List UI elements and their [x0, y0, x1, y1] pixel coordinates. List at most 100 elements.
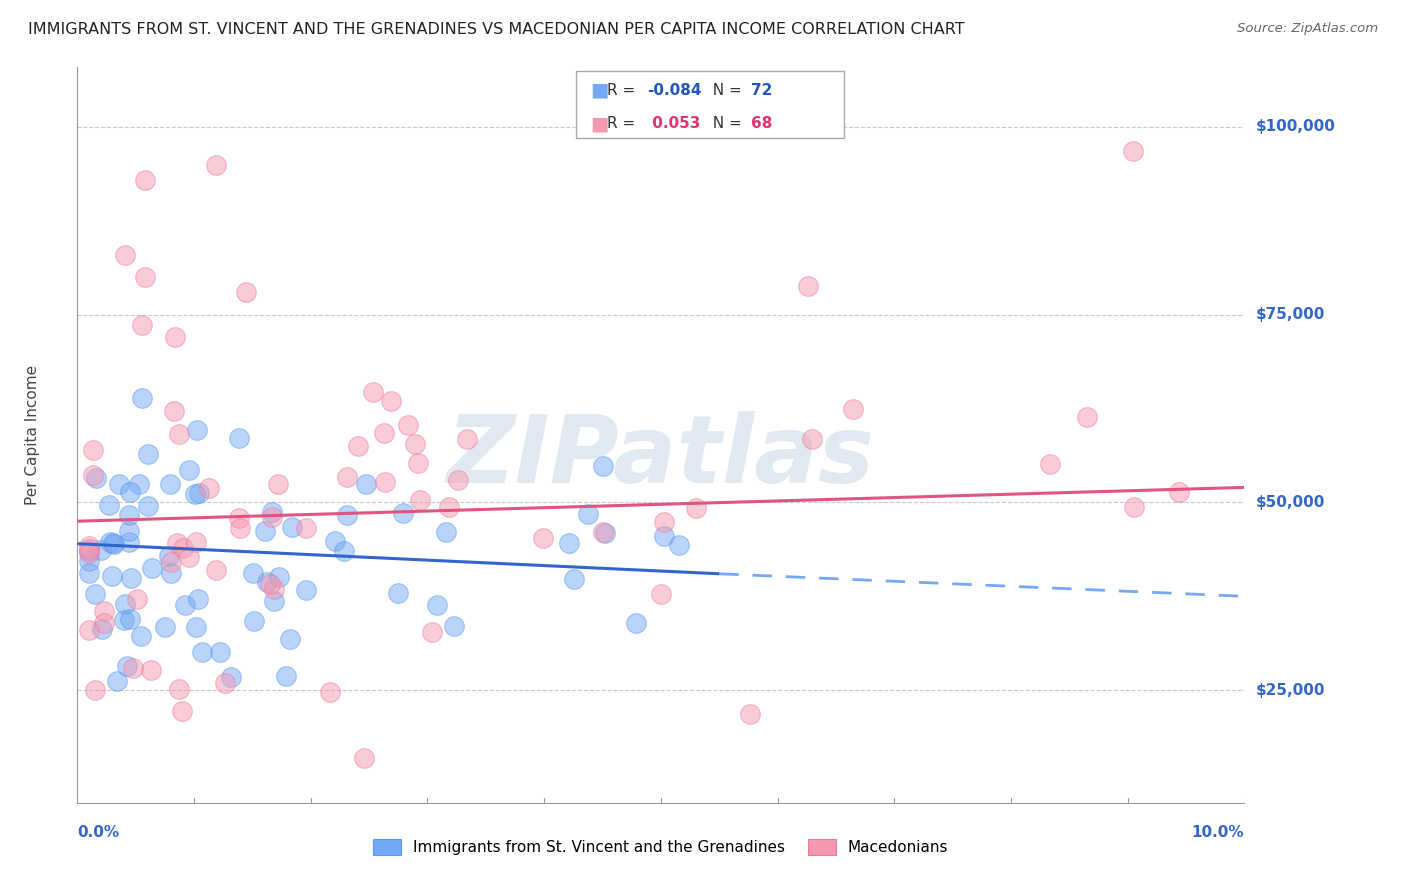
Point	[353, 750, 375, 764]
Point	[101, 569, 124, 583]
Point	[93, 604, 115, 618]
Point	[262, 509, 284, 524]
Point	[108, 477, 131, 491]
Point	[295, 521, 318, 535]
Point	[347, 440, 370, 454]
Point	[259, 576, 281, 591]
Point	[443, 619, 465, 633]
Point	[558, 536, 581, 550]
Point	[336, 508, 359, 523]
Point	[188, 485, 211, 500]
Point	[685, 501, 707, 516]
Point	[205, 157, 228, 171]
Text: ZIPatlas: ZIPatlas	[447, 411, 875, 503]
Point	[323, 533, 346, 548]
Point	[263, 582, 285, 596]
Point	[103, 536, 125, 550]
Point	[159, 476, 181, 491]
Point	[267, 569, 290, 583]
Point	[186, 423, 208, 437]
Point	[205, 563, 228, 577]
Point	[160, 566, 183, 581]
Point	[105, 674, 128, 689]
Point	[170, 704, 193, 718]
Point	[169, 426, 191, 441]
Point	[434, 524, 457, 539]
Point	[90, 623, 112, 637]
Point	[120, 484, 142, 499]
Point	[406, 456, 429, 470]
Point	[160, 555, 183, 569]
Point	[281, 520, 304, 534]
Text: 10.0%: 10.0%	[1192, 825, 1244, 840]
Point	[228, 511, 250, 525]
Point	[101, 535, 124, 549]
Point	[276, 668, 298, 682]
Point	[131, 318, 153, 333]
Point	[333, 543, 356, 558]
Point	[77, 539, 100, 553]
Point	[118, 508, 141, 523]
Point	[77, 544, 100, 558]
Text: 68: 68	[751, 116, 772, 131]
Point	[82, 442, 104, 457]
Point	[243, 615, 266, 629]
Text: N =: N =	[703, 116, 747, 131]
Point	[668, 538, 690, 552]
Point	[117, 658, 139, 673]
Point	[120, 571, 142, 585]
Text: R =: R =	[607, 83, 641, 97]
Text: Per Capita Income: Per Capita Income	[25, 365, 41, 505]
Point	[652, 528, 675, 542]
Point	[263, 593, 285, 607]
Point	[420, 625, 443, 640]
Point	[531, 531, 554, 545]
Point	[131, 391, 153, 405]
Point	[278, 632, 301, 647]
Point	[842, 402, 865, 417]
Point	[209, 645, 232, 659]
Point	[77, 545, 100, 559]
Point	[134, 270, 156, 285]
Point	[336, 470, 359, 484]
Point	[98, 535, 121, 549]
Point	[128, 477, 150, 491]
Point	[242, 566, 264, 580]
Point	[93, 616, 115, 631]
Point	[1076, 410, 1098, 425]
Text: R =: R =	[607, 116, 641, 131]
Point	[114, 597, 136, 611]
Point	[437, 500, 460, 514]
Point	[97, 498, 120, 512]
Point	[267, 476, 290, 491]
Text: Source: ZipAtlas.com: Source: ZipAtlas.com	[1237, 22, 1378, 36]
Point	[166, 536, 188, 550]
Point	[404, 437, 426, 451]
Point	[256, 575, 278, 590]
Text: $100,000: $100,000	[1256, 120, 1336, 135]
Point	[228, 431, 250, 445]
Point	[141, 561, 163, 575]
Point	[387, 586, 409, 600]
Point	[409, 493, 432, 508]
Point	[363, 384, 385, 399]
Point	[172, 541, 194, 555]
Point	[235, 285, 257, 300]
Point	[77, 541, 100, 556]
Point	[77, 566, 100, 580]
Legend: Immigrants from St. Vincent and the Grenadines, Macedonians: Immigrants from St. Vincent and the Gren…	[367, 833, 955, 862]
Point	[122, 660, 145, 674]
Point	[1122, 144, 1144, 158]
Point	[254, 524, 277, 538]
Point	[652, 515, 675, 529]
Point	[374, 475, 396, 490]
Point	[576, 507, 599, 521]
Point	[373, 425, 395, 440]
Point	[163, 404, 186, 418]
Point	[592, 459, 614, 474]
Text: 72: 72	[751, 83, 772, 97]
Point	[219, 670, 242, 684]
Point	[797, 279, 820, 293]
Point	[118, 612, 141, 626]
Text: 0.0%: 0.0%	[77, 825, 120, 840]
